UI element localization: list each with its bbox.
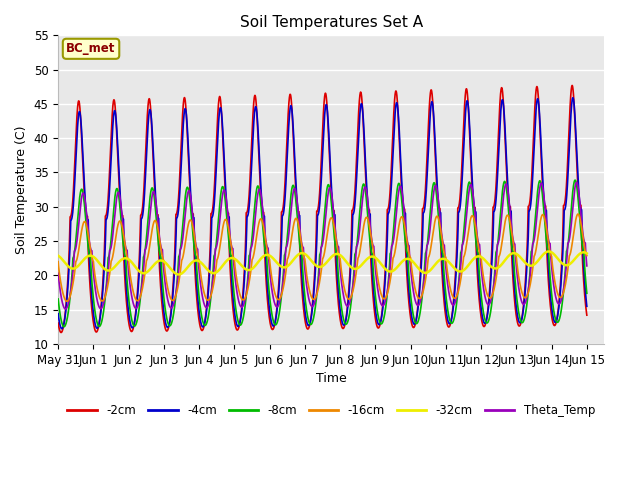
Line: -2cm: -2cm (58, 85, 587, 333)
-8cm (572, 177, 579, 183)
-16cm (579, 233, 587, 239)
-2cm (182, 116, 190, 122)
Title: Soil Temperatures Set A: Soil Temperatures Set A (240, 15, 423, 30)
-32cm (54, 253, 62, 259)
Theta_Temp (177, 245, 185, 251)
-4cm (180, 114, 188, 120)
Theta_Temp (180, 226, 188, 231)
Theta_Temp (182, 198, 190, 204)
-4cm (253, 118, 261, 124)
-8cm (177, 241, 185, 247)
-32cm (253, 260, 261, 266)
-8cm (60, 324, 68, 330)
-32cm (177, 271, 185, 277)
-8cm (291, 191, 299, 197)
Line: -32cm: -32cm (58, 252, 587, 275)
-8cm (182, 186, 190, 192)
Theta_Temp (579, 230, 587, 236)
Legend: -2cm, -4cm, -8cm, -16cm, -32cm, Theta_Temp: -2cm, -4cm, -8cm, -16cm, -32cm, Theta_Te… (63, 399, 600, 421)
-2cm (253, 123, 261, 129)
Line: -8cm: -8cm (58, 180, 587, 327)
-2cm (180, 97, 188, 103)
-16cm (583, 253, 591, 259)
-16cm (180, 250, 188, 255)
-2cm (583, 312, 591, 318)
-32cm (583, 251, 591, 256)
-2cm (579, 263, 587, 268)
-2cm (568, 83, 576, 88)
-32cm (175, 272, 182, 277)
Theta_Temp (291, 186, 299, 192)
-8cm (180, 209, 188, 215)
Text: BC_met: BC_met (67, 42, 116, 55)
-4cm (58, 326, 66, 332)
-8cm (253, 183, 261, 189)
-32cm (291, 255, 299, 261)
-32cm (180, 269, 188, 275)
Theta_Temp (54, 270, 62, 276)
Theta_Temp (61, 306, 69, 312)
-32cm (579, 250, 587, 255)
Line: -4cm: -4cm (58, 98, 587, 329)
-4cm (177, 166, 185, 172)
-16cm (291, 216, 299, 222)
-4cm (54, 311, 62, 316)
-16cm (182, 231, 190, 237)
-4cm (579, 245, 587, 251)
-2cm (57, 330, 65, 336)
-4cm (291, 164, 299, 170)
-16cm (54, 259, 62, 264)
-32cm (545, 249, 552, 254)
-2cm (54, 320, 62, 326)
-8cm (579, 245, 587, 251)
-32cm (182, 266, 190, 272)
-4cm (569, 95, 577, 101)
-8cm (54, 296, 62, 302)
-16cm (63, 299, 71, 304)
-2cm (177, 145, 185, 151)
Theta_Temp (253, 193, 261, 199)
Line: Theta_Temp: Theta_Temp (58, 182, 587, 309)
Theta_Temp (583, 263, 591, 269)
Line: -16cm: -16cm (58, 214, 587, 301)
-4cm (583, 303, 591, 309)
-8cm (583, 290, 591, 296)
X-axis label: Time: Time (316, 372, 347, 385)
-16cm (177, 263, 185, 269)
Y-axis label: Soil Temperature (C): Soil Temperature (C) (15, 125, 28, 254)
-16cm (574, 211, 582, 217)
Theta_Temp (573, 180, 580, 185)
-2cm (291, 176, 299, 181)
-16cm (253, 228, 261, 233)
-4cm (182, 114, 190, 120)
